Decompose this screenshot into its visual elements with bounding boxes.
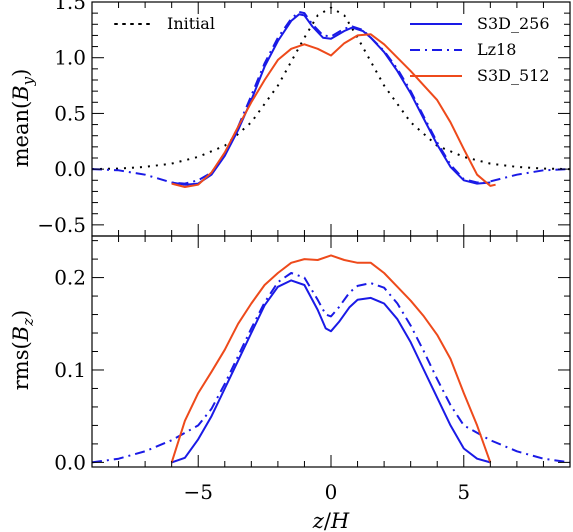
legend-label-s3d-512: S3D_512 <box>477 66 550 85</box>
top-y-tick-label: 1.5 <box>54 0 86 14</box>
bottom-y-tick-label: 0.2 <box>54 266 86 290</box>
bottom-panel: 0.0 0.1 0.2 −5 0 5 <box>54 235 571 504</box>
top-y-tick-label: 0.0 <box>54 157 86 181</box>
x-tick-label: −5 <box>183 480 212 504</box>
legend-label-s3d-256: S3D_256 <box>477 14 550 33</box>
top-y-axis-label: mean(By) <box>9 69 37 168</box>
legend: Initial S3D_256 Lz18 S3D_512 <box>114 14 550 85</box>
x-tick-label: 5 <box>457 480 470 504</box>
top-series-s3d-512 <box>171 33 496 188</box>
bottom-series-s3d-256 <box>171 279 491 464</box>
top-y-tick-label: 0.5 <box>54 101 86 125</box>
bottom-y-tick-label: 0.1 <box>54 358 86 382</box>
bottom-y-tick-label: 0.0 <box>54 450 86 474</box>
bottom-plot-frame <box>91 235 571 468</box>
bottom-series-s3d-512 <box>170 254 492 463</box>
top-panel: −0.5 0.0 0.5 1.0 1.5 Initial S3D_256 Lz18 S3D_51… <box>37 0 571 237</box>
top-series-lz18 <box>91 11 571 185</box>
top-series-s3d-256 <box>171 13 491 186</box>
x-axis-label: z/H <box>312 509 350 532</box>
top-y-tick-label: −0.5 <box>37 213 86 237</box>
bottom-series-lz18 <box>91 272 571 464</box>
top-y-tick-label: 1.0 <box>54 46 86 70</box>
bottom-y-axis-label: rms(Bz) <box>9 310 37 390</box>
legend-label-lz18: Lz18 <box>477 40 516 59</box>
x-tick-label: 0 <box>325 480 338 504</box>
top-plot-frame <box>91 1 571 237</box>
legend-label-initial: Initial <box>167 14 215 33</box>
